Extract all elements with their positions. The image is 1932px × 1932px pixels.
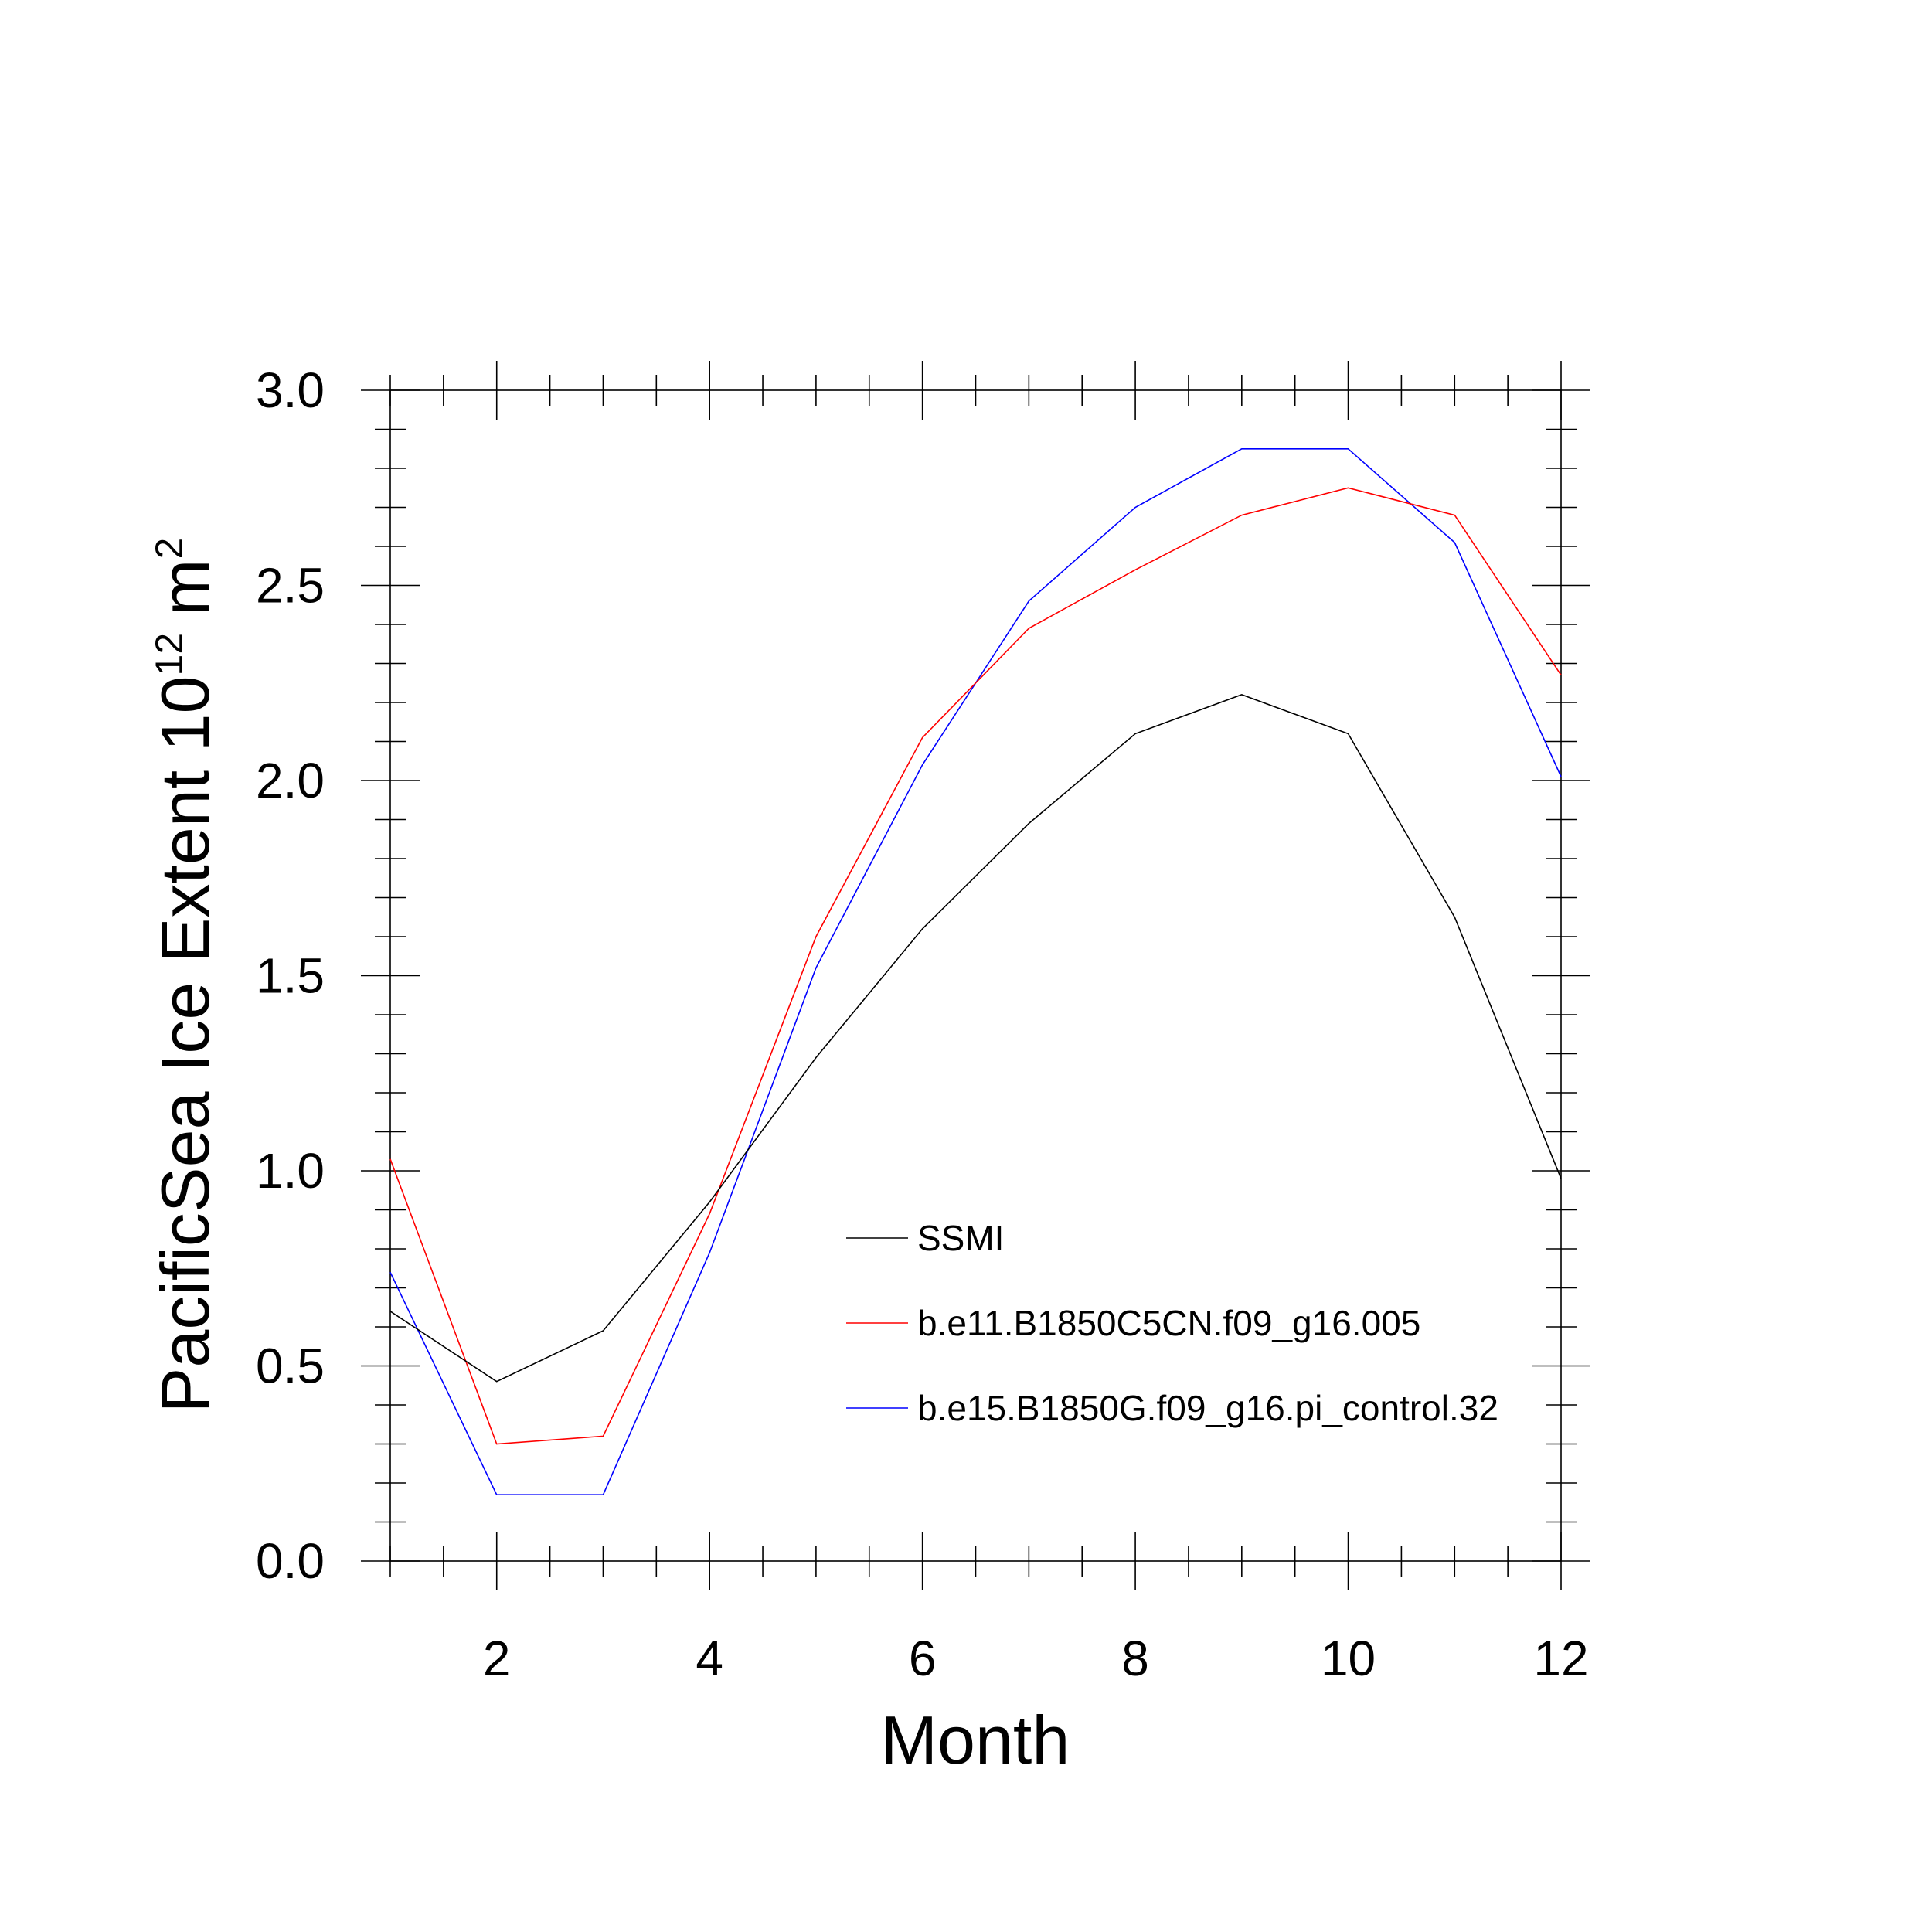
y-tick-label: 0.5	[256, 1338, 325, 1394]
x-tick-label: 2	[483, 1631, 511, 1686]
legend-label-ssmi: SSMI	[917, 1218, 1004, 1258]
plot-frame	[389, 389, 1562, 1562]
x-tick-label: 10	[1321, 1631, 1376, 1686]
y-tick-label: 0.0	[256, 1533, 325, 1589]
series-line-ssmi	[389, 694, 1562, 1383]
y-tick-label: 2.0	[256, 753, 325, 808]
y-axis-title-exponent: 12	[148, 633, 191, 676]
series-layer	[389, 447, 1562, 1495]
y-axis-title-unit-exponent: 2	[148, 538, 191, 560]
series-line-b-e11-b1850c5cn-f09-g16-005	[389, 487, 1562, 1445]
y-tick-label: 1.0	[256, 1143, 325, 1199]
y-axis-title: PacificSea Ice Extent 1012 m2	[147, 538, 223, 1413]
legend: SSMI b.e11.B1850C5CN.f09_g16.005 b.e15.B…	[846, 1218, 1498, 1428]
y-axis-title-unit: m	[147, 560, 223, 616]
y-tick-label: 2.5	[256, 558, 325, 614]
y-axis-title-text: PacificSea Ice Extent 10	[147, 675, 223, 1413]
tick-labels: 2 4 6 8 10 12 0.0 0.5 1.0 1.5 2.0 2.5 3.0	[256, 362, 1589, 1686]
x-tick-label: 8	[1121, 1631, 1149, 1686]
x-tick-label: 6	[909, 1631, 937, 1686]
x-tick-label: 12	[1533, 1631, 1588, 1686]
legend-label-b-e11: b.e11.B1850C5CN.f09_g16.005	[917, 1303, 1420, 1343]
legend-label-b-e15: b.e15.B1850G.f09_g16.pi_control.32	[917, 1388, 1498, 1428]
x-axis-title: Month	[881, 1702, 1070, 1778]
y-tick-label: 1.5	[256, 948, 325, 1004]
x-tick-label: 4	[696, 1631, 723, 1686]
y-tick-label: 3.0	[256, 362, 325, 418]
